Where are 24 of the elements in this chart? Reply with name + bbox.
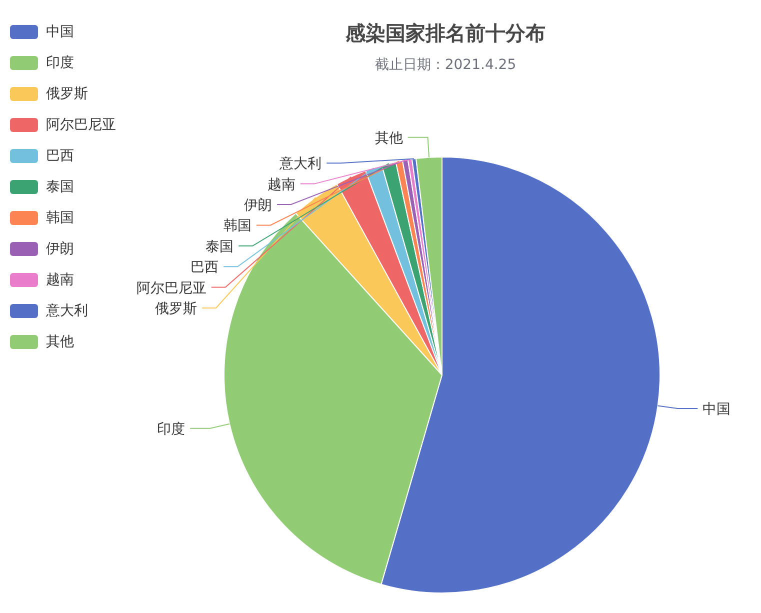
slice-label: 越南: [267, 176, 296, 193]
slice-label: 中国: [702, 402, 731, 418]
legend-label: 越南: [46, 270, 74, 288]
chart-title: 感染国家排名前十分布: [344, 20, 546, 47]
legend-label: 巴西: [46, 146, 74, 164]
legend-label: 伊朗: [46, 240, 74, 258]
legend-label: 泰国: [46, 178, 74, 196]
text: 截止日期：2021.4.25: [374, 56, 518, 74]
legend-label: 其他: [46, 332, 74, 350]
legend-label: 中国: [46, 22, 74, 40]
slice-label: 阿尔巴尼亚: [136, 280, 206, 296]
slice-label: 印度: [157, 421, 186, 438]
slice-label: 俄罗斯: [155, 301, 197, 317]
slice-label: 伊朗: [244, 198, 272, 214]
legend-label: 阿尔巴尼亚: [46, 116, 116, 134]
slice-label: 意大利: [278, 156, 322, 172]
slice-label: 泰国: [206, 238, 234, 255]
slice-label: 其他: [374, 130, 403, 146]
legend-label: 俄罗斯: [46, 84, 88, 102]
slice-label: 韩国: [223, 218, 252, 234]
legend-label: 印度: [46, 54, 74, 72]
legend-label: 韩国: [46, 208, 74, 226]
slice-label: 巴西: [190, 260, 219, 276]
legend-label: 意大利: [46, 302, 88, 320]
